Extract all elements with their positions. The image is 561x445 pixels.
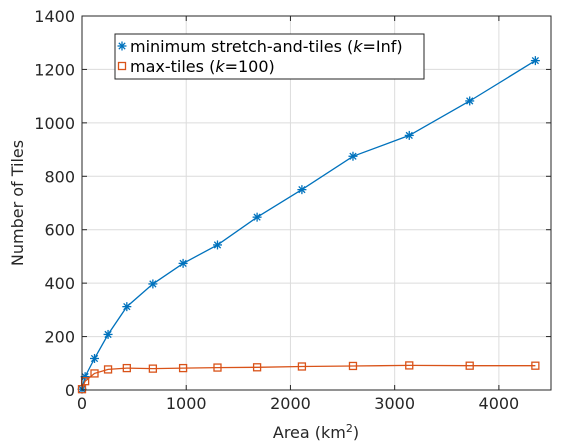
- data-point: [212, 240, 222, 250]
- data-point: [213, 363, 222, 372]
- y-axis-label: Number of Tiles: [8, 140, 27, 266]
- y-tick-label: 600: [44, 221, 75, 240]
- data-point: [348, 361, 358, 371]
- series-line-1: [81, 364, 536, 390]
- x-tick-label: 2000: [270, 394, 311, 413]
- data-point: [103, 329, 113, 339]
- data-point: [465, 96, 475, 106]
- y-tick-label: 1000: [34, 114, 75, 133]
- data-point: [148, 364, 158, 373]
- legend-marker: [117, 41, 127, 51]
- data-point: [252, 363, 262, 372]
- data-point: [178, 363, 188, 373]
- data-point: [252, 212, 262, 222]
- legend-marker: [117, 61, 127, 71]
- data-point: [465, 361, 474, 370]
- data-point: [90, 353, 100, 363]
- y-tick-label: 1200: [34, 60, 75, 79]
- data-point: [90, 369, 99, 378]
- data-point: [531, 361, 540, 370]
- x-axis-label: Area (km2): [273, 422, 359, 442]
- legend-label-stretch: minimum stretch-and-tiles (k=Inf): [130, 37, 403, 56]
- plot-box: [81, 15, 552, 391]
- legend-marker-stretch: [117, 41, 127, 51]
- data-point: [148, 279, 158, 289]
- y-tick-label: 1400: [34, 7, 75, 26]
- data-point: [122, 302, 132, 312]
- series-layer: [77, 56, 540, 394]
- data-point: [178, 258, 188, 268]
- axis-ticks: 0 1000 2000 3000 4000 0 200 400 600 800 1000 1200 14…: [34, 7, 551, 413]
- data-point: [405, 361, 414, 370]
- legend-label-max: max-tiles (k=100): [130, 57, 275, 76]
- x-tick-label: 1000: [166, 394, 207, 413]
- legend: minimum stretch-and-tiles (k=Inf) max-ti…: [114, 33, 425, 80]
- y-tick-label: 0: [65, 381, 75, 400]
- data-point: [103, 365, 113, 374]
- data-point: [348, 151, 358, 161]
- x-tick-label: 3000: [374, 394, 415, 413]
- series-line-0: [81, 60, 536, 390]
- legend-marker-max: [117, 61, 127, 71]
- data-point: [297, 362, 307, 371]
- legend-box: [114, 33, 425, 80]
- x-tick-label: 0: [77, 394, 87, 413]
- data-point: [530, 56, 540, 66]
- data-point: [404, 130, 414, 140]
- x-tick-label: 4000: [479, 394, 520, 413]
- y-tick-label: 800: [44, 167, 75, 186]
- y-tick-label: 200: [44, 328, 75, 347]
- y-tick-label: 400: [44, 274, 75, 293]
- data-point: [122, 363, 131, 373]
- data-point: [297, 185, 307, 195]
